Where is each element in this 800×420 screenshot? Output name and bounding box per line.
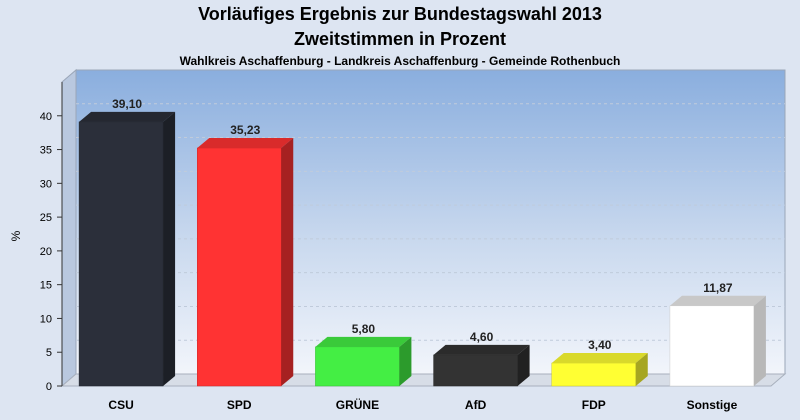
data-label: 5,80 [352,322,376,336]
bar-sonstige [669,305,755,387]
bar-side [517,344,530,386]
bar-spd [197,147,282,387]
y-tick-label: 30 [40,178,52,190]
plot-side-wall [61,68,77,388]
chart-location-subtitle: Wahlkreis Aschaffenburg - Landkreis Asch… [179,54,621,68]
x-tick-label: GRÜNE [336,397,379,412]
y-tick-label: 15 [40,280,52,292]
bar-top [433,344,530,355]
bar-side [753,295,766,386]
y-tick-label: 35 [40,145,52,157]
bar-side [399,336,412,386]
y-tick-label: 25 [40,212,52,224]
data-label: 4,60 [470,330,494,344]
x-tick-label: SPD [227,398,252,412]
data-label: 39,10 [112,97,142,111]
bar-afd [433,354,518,387]
bar-top [197,138,294,149]
x-tick-label: Sonstige [687,398,738,412]
bar-top [79,111,176,122]
bar-top [551,353,648,364]
chart-subtitle: Zweitstimmen in Prozent [293,29,507,49]
y-tick-label: 40 [40,111,52,123]
bar-top [315,336,412,347]
y-axis-label: % [9,230,23,241]
bar-fdp [551,362,636,387]
bar-csu [78,121,164,387]
chart-title: Vorläufiges Ergebnis zur Bundestagswahl … [198,4,602,24]
x-tick-label: AfD [465,398,487,412]
plot-background [75,69,786,375]
data-label: 3,40 [588,338,612,352]
y-tick-label: 20 [40,246,52,258]
bar-grüne [315,346,400,387]
x-tick-label: FDP [582,398,606,412]
y-tick-label: 5 [46,347,52,359]
bar-side [635,353,648,386]
data-label: 35,23 [230,123,260,137]
bar-side [163,111,176,386]
bar-top [669,295,766,306]
y-tick-label: 0 [46,381,52,393]
bar-side [281,138,294,386]
data-label: 11,87 [703,281,733,295]
y-tick-label: 10 [40,313,52,325]
x-tick-label: CSU [108,398,133,412]
